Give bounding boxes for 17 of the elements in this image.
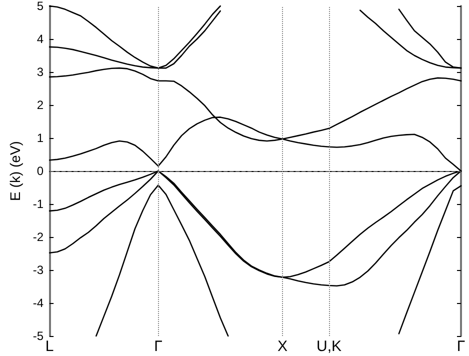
x-tick-label: Γ [456,338,466,355]
y-tick-label: 3 [36,65,44,79]
y-tick-label: -1 [32,197,44,211]
y-tick-label: -3 [32,263,44,277]
y-tick-label: 0 [36,164,44,178]
x-tick-label: Γ [154,338,162,355]
y-tick-label: 1 [36,131,44,145]
y-tick-label: -5 [32,329,44,343]
x-tick-label: L [45,338,54,355]
y-tick-label: 5 [36,0,44,13]
y-tick-label: -4 [32,296,44,310]
y-axis-title: E (k) (eV) [7,141,23,201]
y-tick-label: 2 [36,98,44,112]
x-tick-label: U,K [316,338,342,355]
y-tick-label: -2 [32,230,44,244]
x-tick-label: X [277,338,288,355]
y-tick-label: 4 [36,32,44,46]
